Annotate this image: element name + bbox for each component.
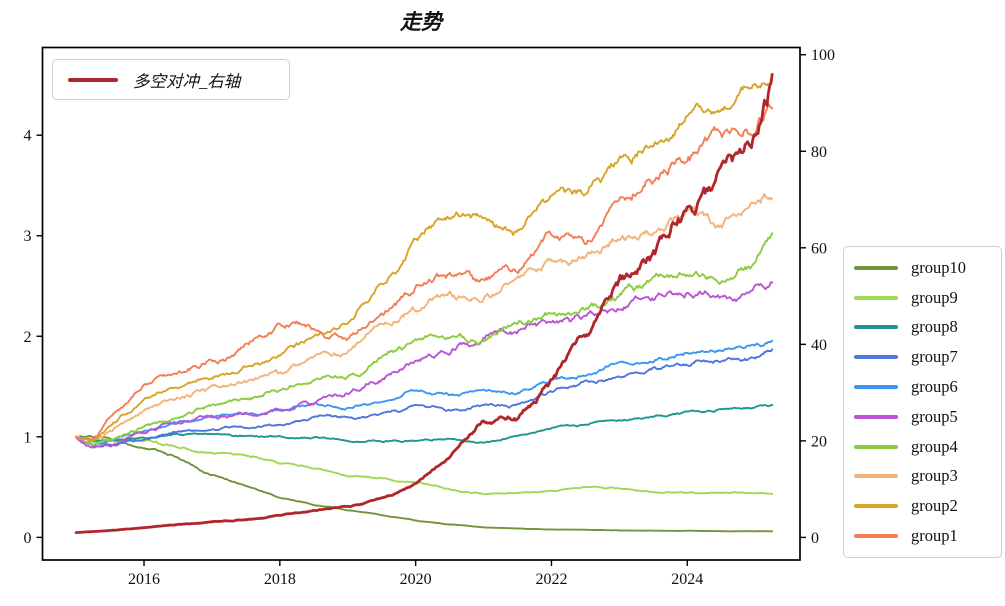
legend-line-swatch: [854, 385, 898, 390]
plot-frame: [41, 46, 801, 561]
x-tick-label: 2024: [671, 571, 703, 588]
legend-line-swatch: [854, 534, 898, 539]
legend-left-label: 多空对冲_右轴: [133, 71, 241, 91]
y-left-tick-label: 4: [24, 128, 32, 145]
y-right-tick-label: 80: [811, 144, 827, 161]
legend-item-label: group8: [911, 317, 958, 337]
legend-left: 多空对冲_右轴: [52, 59, 290, 100]
series-line-group9: [75, 435, 774, 496]
legend-line-swatch: [854, 504, 898, 509]
legend-line-swatch: [854, 265, 898, 270]
y-left-tick-label: 1: [24, 429, 32, 446]
series-line-group5: [75, 281, 774, 449]
y-right-tick-label: 20: [811, 433, 827, 450]
legend-item-group7: group7: [854, 347, 997, 367]
legend-item-label: group3: [911, 466, 958, 486]
legend-item-label: group1: [911, 526, 958, 546]
legend-line-swatch: [854, 325, 898, 330]
series-line-group2: [75, 79, 774, 443]
legend-item-group6: group6: [854, 377, 997, 397]
legend-line-swatch: [854, 444, 898, 449]
series-line-group6: [75, 339, 774, 446]
legend-item-group10: group10: [854, 258, 997, 278]
legend-line-swatch: [854, 414, 898, 419]
legend-item-group5: group5: [854, 407, 997, 427]
legend-item-label: group6: [911, 377, 958, 397]
y-right-tick-label: 0: [811, 530, 819, 547]
series-line-group8: [75, 404, 774, 444]
legend-item-group9: group9: [854, 288, 997, 308]
legend-item-group1: group1: [854, 526, 997, 546]
legend-item-group4: group4: [854, 437, 997, 457]
legend-item-group2: group2: [854, 496, 997, 516]
series-line-group3: [75, 192, 774, 441]
series-line-group10: [75, 434, 774, 533]
series-line-group7: [75, 348, 774, 448]
series-line-group4: [75, 232, 774, 446]
legend-item-label: group5: [911, 406, 958, 426]
y-left-tick-label: 2: [24, 329, 32, 346]
x-tick-label: 2022: [535, 571, 567, 588]
x-tick-label: 2018: [264, 571, 296, 588]
x-tick-label: 2020: [400, 571, 432, 588]
legend-item-group3: group3: [854, 466, 997, 486]
legend-item-label: group7: [911, 347, 958, 367]
series-line-group1: [75, 102, 774, 441]
legend-item-label: group4: [911, 436, 958, 456]
y-left-tick-label: 3: [24, 228, 32, 245]
series-line-多空对冲_右轴: [74, 73, 774, 534]
y-right-tick-label: 40: [811, 337, 827, 354]
legend-line-swatch: [854, 355, 898, 360]
legend-item-group8: group8: [854, 317, 997, 337]
legend-item-label: group9: [911, 287, 958, 307]
legend-item-label: group2: [911, 496, 958, 516]
y-left-tick-label: 0: [24, 530, 32, 547]
legend-line-swatch: [854, 474, 898, 479]
chart-title: 走势: [400, 10, 442, 34]
y-right-tick-label: 60: [811, 240, 827, 257]
legend-right: group10 group9 group8 group7 group6 group5 gro…: [843, 246, 1002, 558]
x-tick-label: 2016: [128, 571, 160, 588]
y-right-tick-label: 100: [811, 47, 835, 64]
legend-left-line-swatch: [68, 77, 118, 82]
legend-line-swatch: [854, 295, 898, 300]
legend-item-label: group10: [911, 257, 966, 277]
